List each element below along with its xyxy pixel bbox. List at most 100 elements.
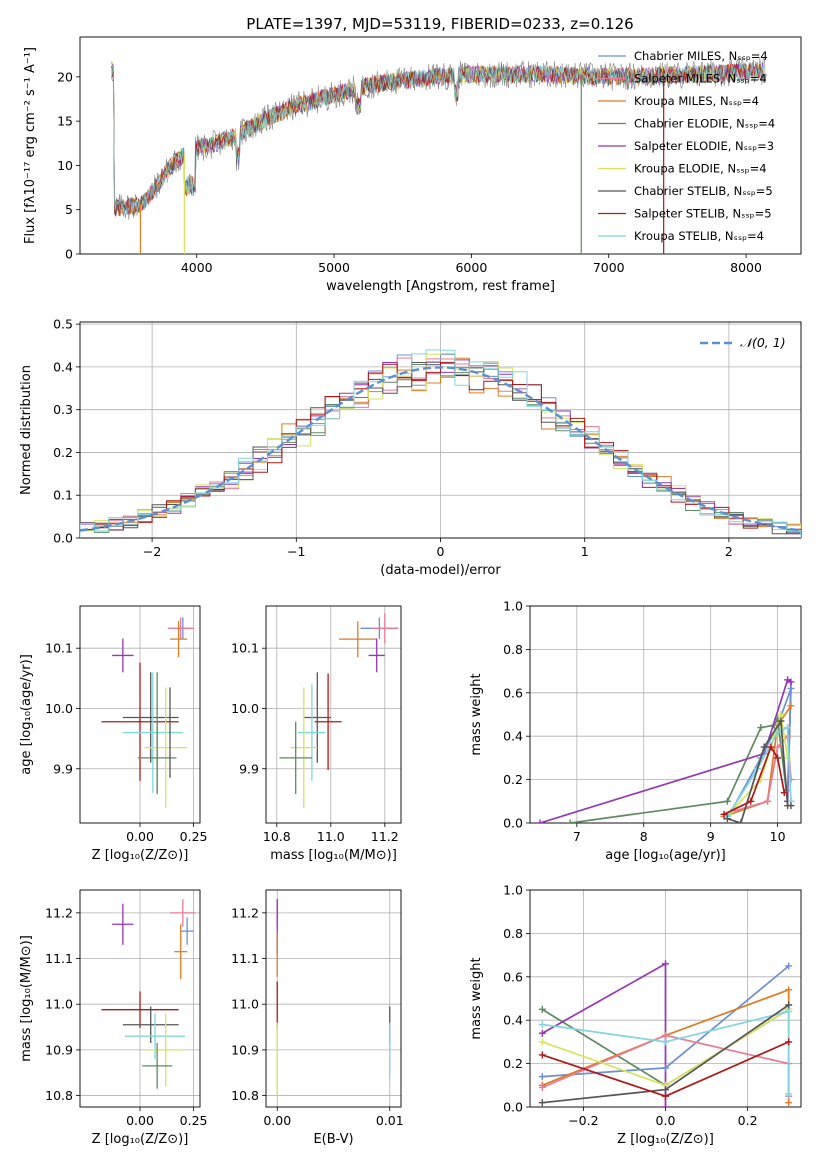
y-axis-label: mass [log₁₀(M/M⊙)] bbox=[19, 935, 34, 1062]
y-tick-label: 0.6 bbox=[503, 969, 523, 984]
mass-weight-line bbox=[569, 715, 789, 823]
x-tick-label: −1 bbox=[287, 544, 305, 559]
y-tick-label: 0.5 bbox=[53, 317, 73, 332]
y-tick-label: 20 bbox=[57, 69, 73, 84]
mass-weight-marker bbox=[538, 1073, 546, 1081]
mass-weight-marker bbox=[747, 797, 755, 805]
y-tick-label: 1.0 bbox=[503, 883, 523, 898]
y-tick-label: 0.0 bbox=[53, 531, 73, 546]
y-tick-label: 10.0 bbox=[45, 701, 73, 716]
y-axis-label: mass weight bbox=[469, 957, 484, 1039]
mass-weight-marker bbox=[536, 819, 544, 823]
mass-weight-marker bbox=[787, 802, 795, 810]
x-tick-label: 7000 bbox=[593, 260, 625, 275]
mass-weight-marker bbox=[767, 743, 775, 751]
mass-weight-marker bbox=[538, 1038, 546, 1046]
x-tick-label: 0.25 bbox=[180, 829, 208, 844]
x-tick-label: 8 bbox=[640, 829, 648, 844]
y-tick-label: 0.2 bbox=[503, 1056, 523, 1071]
figure-title: PLATE=1397, MJD=53119, FIBERID=0233, z=0… bbox=[246, 15, 633, 33]
age_vs_mass-plot bbox=[279, 613, 399, 808]
y-tick-label: 11.2 bbox=[45, 905, 73, 920]
y-tick-label: 10.9 bbox=[231, 1042, 259, 1057]
y-tick-label: 9.9 bbox=[53, 761, 73, 776]
x-tick-label: −0.2 bbox=[568, 1113, 598, 1128]
x-axis-label: Z [log₁₀(Z/Z⊙)] bbox=[92, 1132, 189, 1147]
x-tick-label: 11.2 bbox=[371, 829, 399, 844]
mass_vs_Z-plot bbox=[101, 899, 196, 1089]
x-tick-label: 10 bbox=[770, 829, 786, 844]
mass-weight-marker bbox=[787, 684, 795, 692]
x-tick-label: 10.8 bbox=[263, 829, 291, 844]
mass-weight-marker bbox=[785, 1038, 793, 1046]
legend-label: Kroupa STELIB, Nₛₛₚ=4 bbox=[634, 229, 764, 243]
mass-weight-marker bbox=[760, 743, 768, 751]
legend-label: Chabrier ELODIE, Nₛₛₚ=4 bbox=[634, 117, 775, 131]
y-tick-label: 0.4 bbox=[503, 729, 523, 744]
mass_vs_ebv-plot bbox=[276, 899, 391, 1096]
x-tick-label: 0.0 bbox=[656, 1113, 676, 1128]
mass-weight-marker bbox=[774, 728, 782, 736]
mass-weight-marker bbox=[662, 1086, 669, 1094]
mass-weight-marker bbox=[662, 1064, 669, 1072]
mass_weight_vs_age-axes: 7 8 9 10 0.0 0.2 0.4 0.6 0.8 1.0 age [log₁₀(age/yr… bbox=[469, 599, 802, 863]
residual-histogram bbox=[80, 349, 801, 538]
y-tick-label: 5 bbox=[65, 202, 73, 217]
y-tick-label: 10.1 bbox=[231, 641, 259, 656]
mass-weight-marker bbox=[737, 819, 745, 823]
mass-weight-marker bbox=[538, 1021, 546, 1029]
mass-weight-marker bbox=[662, 1103, 669, 1107]
y-tick-label: 11.2 bbox=[231, 905, 259, 920]
mass-weight-marker bbox=[785, 1099, 793, 1107]
y-axis-label: mass weight bbox=[469, 673, 484, 755]
residuals-axes: −2 −1 0 1 2 0.0 0.1 0.2 0.3 0.4 0.5 (data-model)/er… bbox=[19, 317, 802, 578]
mass-weight-marker bbox=[757, 724, 765, 732]
mass-weight-marker bbox=[662, 1031, 669, 1039]
x-axis-label: age [log₁₀(age/yr)] bbox=[605, 848, 726, 863]
y-tick-label: 0.3 bbox=[53, 402, 73, 417]
mass-weight-marker bbox=[538, 1005, 546, 1013]
y-tick-label: 0 bbox=[65, 247, 73, 262]
age_vs_Z-axes: 0.00 0.25 9.9 10.0 10.1 Z [log₁₀(Z/Z⊙)] age [l… bbox=[19, 605, 208, 863]
legend-label: Kroupa ELODIE, Nₛₛₚ=4 bbox=[634, 162, 767, 176]
mass-weight-marker bbox=[538, 1029, 546, 1037]
residuals-legend: 𝒩(0, 1) bbox=[700, 335, 786, 350]
legend-label: Chabrier STELIB, Nₛₛₚ=5 bbox=[634, 184, 773, 198]
mass-weight-marker bbox=[784, 724, 792, 732]
residuals-frame bbox=[79, 321, 802, 539]
age_vs_mass-frame bbox=[265, 605, 402, 824]
mass_vs_Z-axes: 0.00 0.25 10.8 10.9 11.0 11.1 11.2 Z [log₁₀(Z/Z… bbox=[19, 889, 207, 1147]
mass-weight-marker bbox=[774, 743, 782, 751]
mass-weight-marker bbox=[777, 711, 785, 718]
mass-weight-line bbox=[541, 962, 667, 1107]
age_vs_mass-axes: 10.8 11.0 11.2 9.9 10.0 10.1 mass [log₁₀(M/M⊙)… bbox=[231, 605, 402, 863]
age_vs_Z-frame bbox=[79, 605, 201, 824]
y-tick-label: 10.9 bbox=[45, 1042, 73, 1057]
y-tick-label: 15 bbox=[57, 114, 73, 129]
y-tick-label: 0.1 bbox=[53, 488, 73, 503]
spectrum-plot bbox=[111, 57, 767, 254]
mass-weight-marker bbox=[785, 1090, 793, 1098]
mass-weight-marker bbox=[538, 1099, 546, 1107]
mass-weight-marker bbox=[785, 1001, 793, 1009]
y-tick-label: 0.2 bbox=[53, 445, 73, 460]
x-tick-label: 2 bbox=[725, 544, 733, 559]
y-tick-label: 11.1 bbox=[231, 951, 259, 966]
y-tick-label: 11.0 bbox=[45, 997, 73, 1012]
x-axis-label: wavelength [Angstrom, rest frame] bbox=[326, 279, 555, 294]
legend-label: Chabrier MILES, Nₛₛₚ=4 bbox=[634, 49, 768, 63]
y-tick-label: 11.1 bbox=[45, 951, 73, 966]
x-axis-label: Z [log₁₀(Z/Z⊙)] bbox=[92, 848, 189, 863]
legend-label: Salpeter STELIB, Nₛₛₚ=5 bbox=[634, 207, 772, 221]
y-tick-label: 1.0 bbox=[503, 599, 523, 614]
mass-weight-marker bbox=[538, 1083, 546, 1091]
y-tick-label: 0.8 bbox=[503, 926, 523, 941]
x-tick-label: 11.0 bbox=[317, 829, 345, 844]
y-tick-label: 0.0 bbox=[503, 816, 523, 831]
mass-weight-marker bbox=[787, 702, 795, 710]
mass-weight-line bbox=[542, 1010, 790, 1094]
mass_vs_ebv-axes: 0.00 0.01 10.8 10.9 11.0 11.1 11.2 E(B-V) bbox=[231, 889, 404, 1147]
x-axis-label: E(B-V) bbox=[313, 1132, 353, 1147]
y-tick-label: 11.0 bbox=[231, 997, 259, 1012]
mass-weight-marker bbox=[723, 815, 731, 823]
